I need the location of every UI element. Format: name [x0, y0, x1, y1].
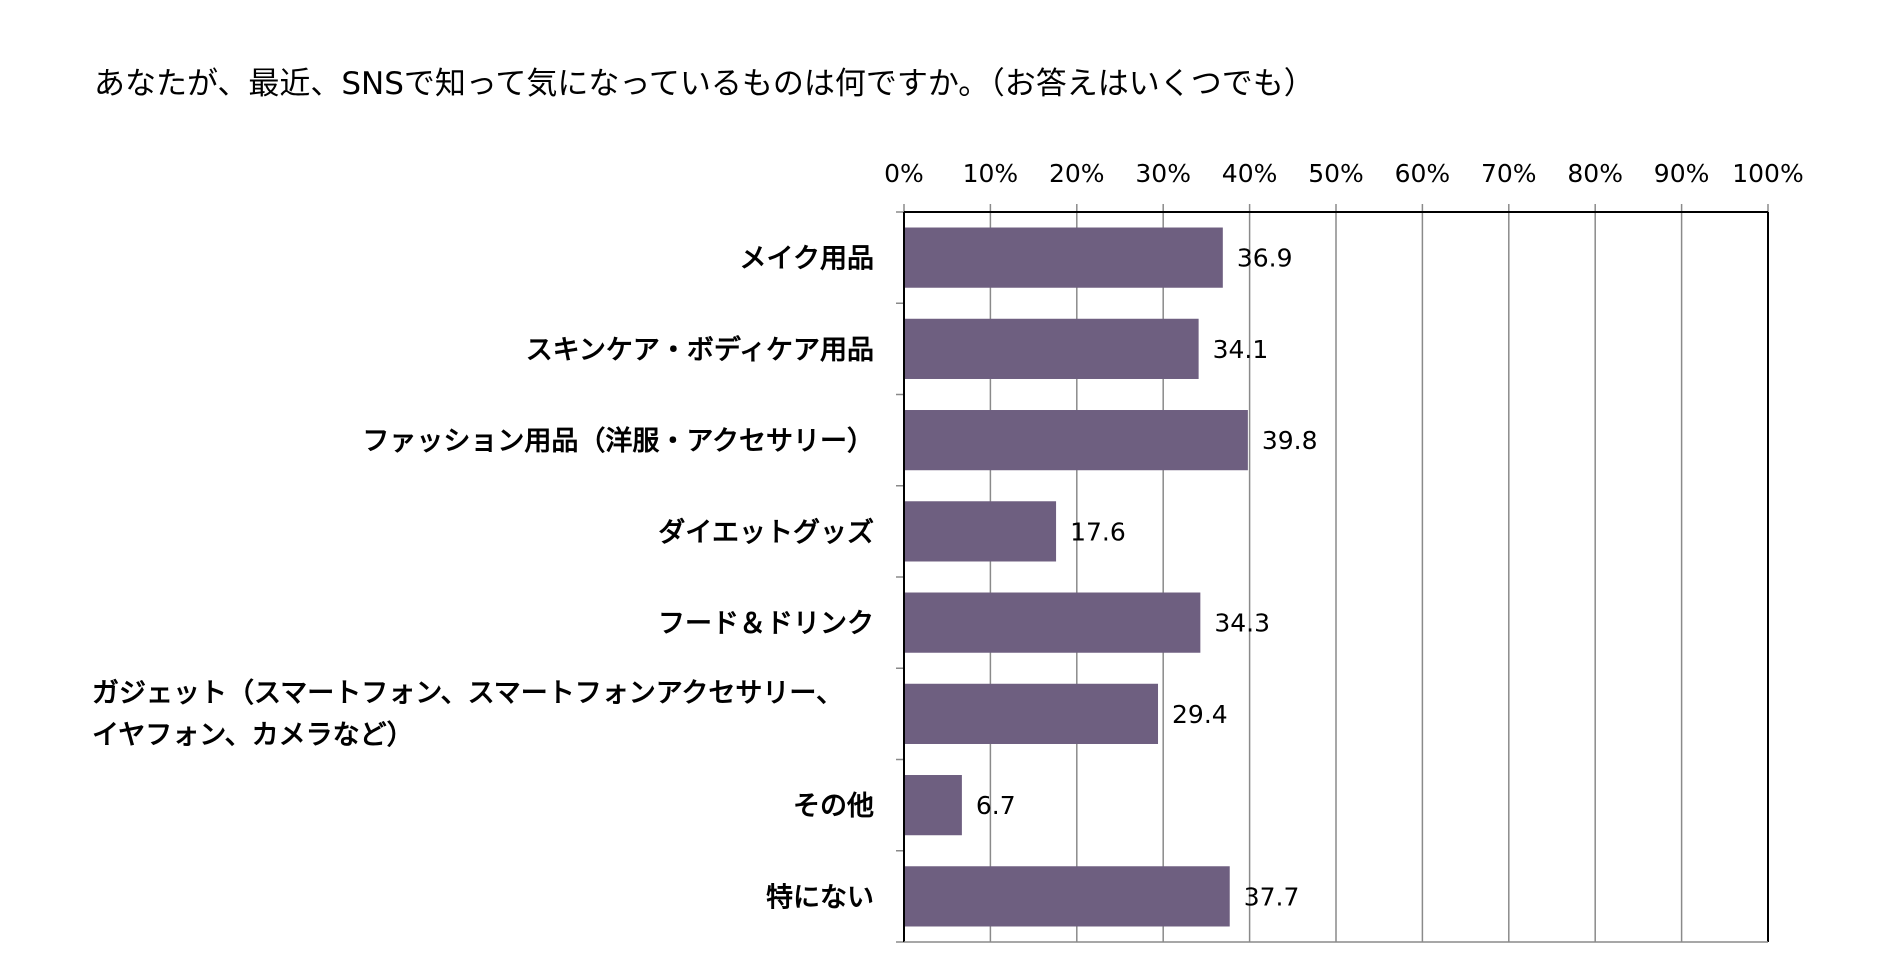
bars: [904, 227, 1248, 927]
axes: [896, 211, 1769, 943]
x-tick-label: 20%: [1049, 159, 1105, 188]
data-labels: 36.9 34.1 39.8 17.6 34.3 29.4 6.7 37.7: [976, 244, 1318, 912]
data-label: 36.9: [1237, 244, 1293, 273]
category-label: メイク用品: [740, 244, 874, 275]
x-tick-label: 0%: [884, 159, 924, 188]
category-label: ダイエットグッズ: [658, 516, 874, 548]
x-tick-label: 40%: [1222, 159, 1278, 188]
chart-title: あなたが、最近、SNSで知って気になっているものは何ですか。（お答えはいくつでも…: [94, 66, 1315, 102]
x-tick-label: 50%: [1308, 159, 1364, 188]
category-label: ガジェット（スマートフォン、スマートフォンアクセサリー、: [92, 678, 843, 709]
data-label: 37.7: [1244, 882, 1300, 911]
bar: [904, 592, 1201, 653]
data-label: 34.1: [1213, 335, 1269, 364]
x-tick-label: 70%: [1481, 159, 1537, 188]
x-tick-label: 80%: [1567, 159, 1623, 188]
bar: [904, 683, 1159, 744]
data-label: 29.4: [1172, 700, 1228, 729]
x-tick-label: 90%: [1654, 159, 1710, 188]
bar: [904, 775, 962, 836]
category-label: 特にない: [766, 882, 874, 913]
x-tick-label: 10%: [963, 159, 1019, 188]
category-label: イヤフォン、カメラなど）: [92, 720, 414, 751]
x-tick-label: 30%: [1135, 159, 1191, 188]
bar: [904, 410, 1248, 471]
data-label: 17.6: [1070, 517, 1126, 546]
data-label: 39.8: [1262, 426, 1318, 455]
bar: [904, 501, 1057, 562]
x-axis-ticks: 0% 10% 20% 30% 40% 50% 60% 70% 80% 90% 100%: [884, 159, 1804, 212]
category-label: スキンケア・ボディケア用品: [526, 334, 874, 366]
data-label: 34.3: [1214, 609, 1270, 638]
bar: [904, 866, 1230, 927]
x-tick-label: 100%: [1732, 159, 1803, 188]
category-label: その他: [793, 791, 874, 822]
bar: [904, 318, 1199, 379]
x-tick-label: 60%: [1395, 159, 1451, 188]
category-label: ファッション用品（洋服・アクセサリー）: [362, 425, 874, 457]
bar: [904, 227, 1223, 288]
category-label: フード＆ドリンク: [658, 609, 874, 640]
data-label: 6.7: [976, 791, 1016, 820]
